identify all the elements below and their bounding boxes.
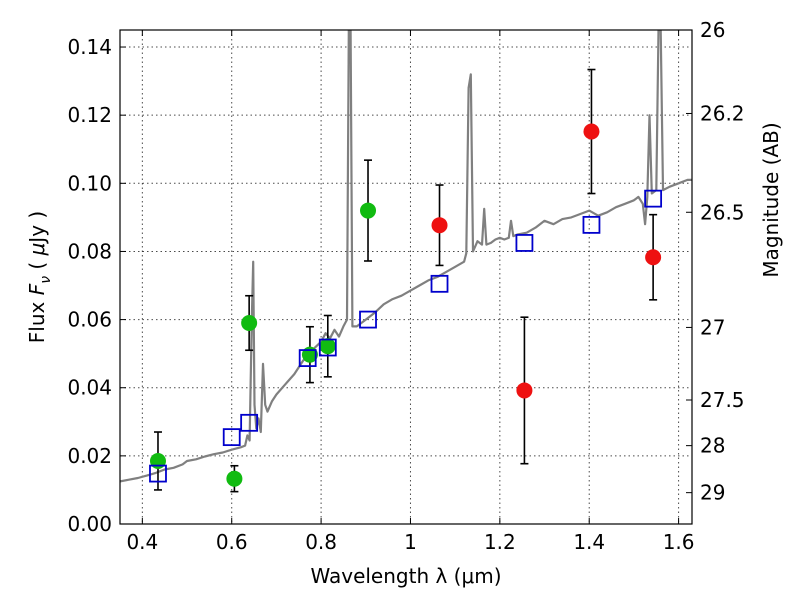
- optical-data-point: [149, 452, 166, 469]
- tick-labels-layer: 0.4 0.6 0.8 1 1.2 1.4 1.6 0.00 0.02 0.04 0.06 0.08 0…: [67, 18, 744, 554]
- model-square-marker: [359, 310, 377, 329]
- x-tick-label: 1.4: [573, 530, 605, 554]
- y-tick-label: 0.02: [67, 444, 112, 468]
- x-tick-label: 1: [404, 530, 417, 554]
- x-tick-label: 1.6: [663, 530, 695, 554]
- magnitude-tick-label: 26.5: [700, 200, 745, 224]
- nir-data-point: [583, 123, 600, 140]
- y-tick-label: 0.12: [67, 103, 112, 127]
- optical-data-point: [226, 470, 243, 487]
- y-tick-label: 0.06: [67, 308, 112, 332]
- model-square-marker: [298, 349, 317, 367]
- magnitude-tick-label: 29: [700, 481, 725, 505]
- plot-frame: [119, 29, 693, 525]
- y-tick-label: 0.08: [67, 239, 112, 263]
- nir-data-point: [516, 382, 533, 399]
- x-tick-label: 0.8: [305, 530, 337, 554]
- nir-data-point: [645, 249, 662, 266]
- optical-data-point: [241, 314, 258, 331]
- model-spectrum-layer: [120, 30, 692, 483]
- model-square-marker: [318, 338, 337, 357]
- magnitude-tick-label: 27.5: [700, 388, 745, 412]
- y-axis-label: Flux Fν ( μJy ): [25, 211, 54, 343]
- optical-data-point: [319, 338, 336, 355]
- model-square-marker: [240, 413, 259, 432]
- magnitude-tick-label: 26.2: [700, 101, 745, 125]
- x-tick-label: 1.2: [484, 530, 516, 554]
- model-square-marker: [222, 428, 241, 447]
- model-spectrum-line: [120, 30, 692, 483]
- y-tick-label: 0.14: [67, 35, 112, 59]
- model-square-marker: [644, 189, 663, 208]
- x-axis-label: Wavelength λ (μm): [310, 564, 501, 588]
- model-square-marker: [515, 234, 534, 252]
- x-tick-label: 0.6: [216, 530, 248, 554]
- model-square-marker: [430, 274, 449, 293]
- marker-layer: [149, 123, 663, 487]
- model-square-marker: [149, 464, 167, 483]
- nir-data-point: [431, 217, 448, 234]
- y-tick-label: 0.00: [67, 512, 112, 536]
- x-tick-label: 0.4: [126, 530, 158, 554]
- y-tick-label: 0.04: [67, 376, 112, 400]
- model-square-marker: [582, 215, 601, 234]
- ticks-layer: [120, 29, 692, 525]
- right-axis-label: Magnitude (AB): [759, 122, 783, 277]
- magnitude-tick-label: 28: [700, 434, 725, 458]
- magnitude-tick-label: 26: [700, 18, 725, 42]
- optical-data-point: [360, 202, 377, 219]
- y-tick-label: 0.10: [67, 171, 112, 195]
- magnitude-tick-label: 27: [700, 315, 725, 339]
